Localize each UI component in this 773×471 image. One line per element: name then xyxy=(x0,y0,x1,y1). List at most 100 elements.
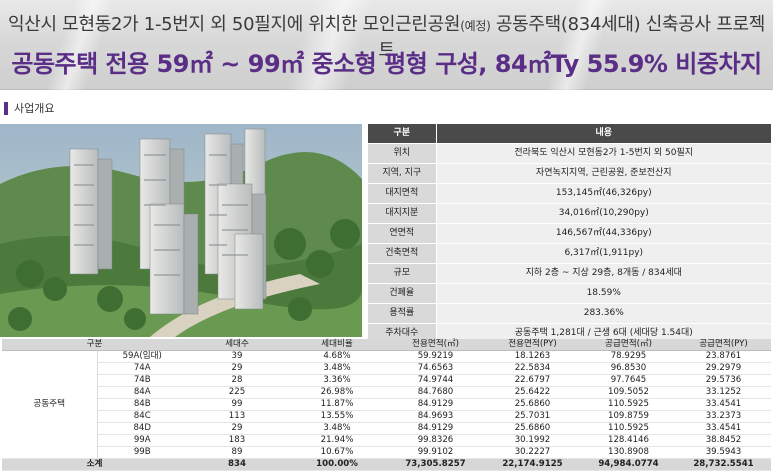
unit-col-supply-py: 공급면적(PY) xyxy=(676,339,771,352)
unit-supply-m2: 128.4146 xyxy=(581,434,676,448)
unit-ratio: 10.67% xyxy=(287,446,387,460)
title-banner: 익산시 모현동2가 1-5번지 외 50필지에 위치한 모인근린공원(예정) 공… xyxy=(0,0,773,90)
unit-exclusive-py: 25.6860 xyxy=(484,422,581,436)
unit-type: 59A(임대) xyxy=(97,350,187,364)
unit-households: 29 xyxy=(187,362,287,376)
unit-col-category: 구분 xyxy=(2,339,187,352)
unit-supply-py: 33.4541 xyxy=(676,422,771,436)
unit-households: 29 xyxy=(187,422,287,436)
unit-exclusive-py: 25.6422 xyxy=(484,386,581,400)
overview-value: 공동주택 1,281대 / 근생 6대 (세대당 1.54대) xyxy=(435,323,771,344)
unit-type: 74A xyxy=(97,362,187,376)
unit-exclusive-py: 25.6860 xyxy=(484,398,581,412)
overview-row: 위치 전라북도 익산시 모현동2가 1-5번지 외 50필지 xyxy=(368,143,771,164)
unit-exclusive-py: 30.1992 xyxy=(484,434,581,448)
unit-exclusive-py: 22.5834 xyxy=(484,362,581,376)
complex-rendering-image xyxy=(0,124,362,337)
overview-value: 283.36% xyxy=(435,303,771,324)
unit-exclusive-py: 30.2227 xyxy=(484,446,581,460)
section-marker xyxy=(4,101,8,115)
unit-ratio: 3.48% xyxy=(287,422,387,436)
overview-row: 건축면적 6,317㎡(1,911py) xyxy=(368,243,771,264)
unit-exclusive-m2: 59.9219 xyxy=(387,350,484,364)
unit-exclusive-m2: 74.6563 xyxy=(387,362,484,376)
unit-type: 99A xyxy=(97,434,187,448)
unit-supply-m2: 97.7645 xyxy=(581,374,676,388)
unit-total-ratio: 100.00% xyxy=(287,458,387,471)
overview-row: 대지면적 153,145㎡(46,326py) xyxy=(368,183,771,204)
project-subtitle: 공동주택 전용 59㎡ ~ 99㎡ 중소형 평형 구성, 84㎡Ty 55.9%… xyxy=(11,50,762,78)
unit-mix-table: 구분 세대수 세대비율 전용면적(㎡) 전용면적(PY) 공급면적(㎡) 공급면… xyxy=(2,339,771,471)
overview-label: 연면적 xyxy=(368,223,436,244)
unit-ratio: 3.48% xyxy=(287,362,387,376)
unit-supply-py: 33.4541 xyxy=(676,398,771,412)
overview-value: 자연녹지지역, 근린공원, 준보전산지 xyxy=(435,163,771,184)
unit-row: 99B 89 10.67% 99.9102 30.2227 130.8908 3… xyxy=(2,446,771,460)
overview-value: 전라북도 익산시 모현동2가 1-5번지 외 50필지 xyxy=(435,143,771,164)
unit-supply-m2: 109.8759 xyxy=(581,410,676,424)
unit-col-exclusive-py: 전용면적(PY) xyxy=(484,339,581,352)
overview-label: 대지지분 xyxy=(368,203,436,224)
unit-supply-py: 23.8761 xyxy=(676,350,771,364)
unit-total-exclusive-py: 22,174.9125 xyxy=(484,458,581,471)
unit-row: 84A 225 26.98% 84.7680 25.6422 109.5052 … xyxy=(2,386,771,400)
overview-row: 규모 지하 2층 ~ 지상 29층, 8개동 / 834세대 xyxy=(368,263,771,284)
unit-ratio: 21.94% xyxy=(287,434,387,448)
unit-exclusive-m2: 99.9102 xyxy=(387,446,484,460)
unit-supply-py: 29.5736 xyxy=(676,374,771,388)
unit-supply-m2: 109.5052 xyxy=(581,386,676,400)
unit-supply-m2: 110.5925 xyxy=(581,398,676,412)
unit-row: 84D 29 3.48% 84.9129 25.6860 110.5925 33… xyxy=(2,422,771,436)
overview-label: 위치 xyxy=(368,143,436,164)
overview-header-row: 구분 내용 xyxy=(368,124,771,144)
unit-households: 39 xyxy=(187,350,287,364)
unit-exclusive-m2: 84.9693 xyxy=(387,410,484,424)
unit-row: 74A 29 3.48% 74.6563 22.5834 96.8530 29.… xyxy=(2,362,771,376)
unit-col-households: 세대수 xyxy=(187,339,287,352)
overview-row: 주차대수 공동주택 1,281대 / 근생 6대 (세대당 1.54대) xyxy=(368,323,771,344)
overview-label: 건축면적 xyxy=(368,243,436,264)
section-header: 사업개요 xyxy=(4,100,54,116)
unit-col-supply-m2: 공급면적(㎡) xyxy=(581,339,676,352)
overview-row: 건폐율 18.59% xyxy=(368,283,771,304)
unit-supply-m2: 78.9295 xyxy=(581,350,676,364)
unit-header-row: 구분 세대수 세대비율 전용면적(㎡) 전용면적(PY) 공급면적(㎡) 공급면… xyxy=(2,339,771,352)
unit-total-supply-m2: 94,984.0774 xyxy=(581,458,676,471)
unit-households: 28 xyxy=(187,374,287,388)
overview-value: 18.59% xyxy=(435,283,771,304)
unit-ratio: 11.87% xyxy=(287,398,387,412)
unit-households: 183 xyxy=(187,434,287,448)
unit-ratio: 3.36% xyxy=(287,374,387,388)
unit-row: 84C 113 13.55% 84.9693 25.7031 109.8759 … xyxy=(2,410,771,424)
unit-exclusive-m2: 84.7680 xyxy=(387,386,484,400)
project-overview-table: 구분 내용 위치 전라북도 익산시 모현동2가 1-5번지 외 50필지 지역, … xyxy=(368,124,771,344)
overview-col-content: 내용 xyxy=(435,124,771,144)
overview-value: 34,016㎡(10,290py) xyxy=(435,203,771,224)
unit-exclusive-py: 18.1263 xyxy=(484,350,581,364)
unit-type: 99B xyxy=(97,446,187,460)
unit-exclusive-m2: 74.9744 xyxy=(387,374,484,388)
overview-row: 연면적 146,567㎡(44,336py) xyxy=(368,223,771,244)
unit-row: 공동주택 59A(임대) 39 4.68% 59.9219 18.1263 78… xyxy=(2,350,771,460)
unit-type: 84C xyxy=(97,410,187,424)
overview-row: 용적률 283.36% xyxy=(368,303,771,324)
unit-row: 84B 99 11.87% 84.9129 25.6860 110.5925 3… xyxy=(2,398,771,412)
unit-type: 84D xyxy=(97,422,187,436)
unit-col-ratio: 세대비율 xyxy=(287,339,387,352)
unit-supply-py: 38.8452 xyxy=(676,434,771,448)
unit-ratio: 13.55% xyxy=(287,410,387,424)
unit-col-exclusive-m2: 전용면적(㎡) xyxy=(387,339,484,352)
unit-households: 113 xyxy=(187,410,287,424)
section-title: 사업개요 xyxy=(14,102,55,115)
unit-type: 74B xyxy=(97,374,187,388)
unit-exclusive-m2: 99.8326 xyxy=(387,434,484,448)
unit-total-exclusive-m2: 73,305.8257 xyxy=(387,458,484,471)
overview-col-category: 구분 xyxy=(368,124,436,144)
unit-supply-m2: 110.5925 xyxy=(581,422,676,436)
unit-households: 225 xyxy=(187,386,287,400)
unit-ratio: 26.98% xyxy=(287,386,387,400)
unit-type: 84B xyxy=(97,398,187,412)
overview-label: 지역, 지구 xyxy=(368,163,436,184)
unit-total-label: 소계 xyxy=(2,458,187,471)
project-title: 익산시 모현동2가 1-5번지 외 50필지에 위치한 모인근린공원(예정) 공… xyxy=(7,14,765,61)
